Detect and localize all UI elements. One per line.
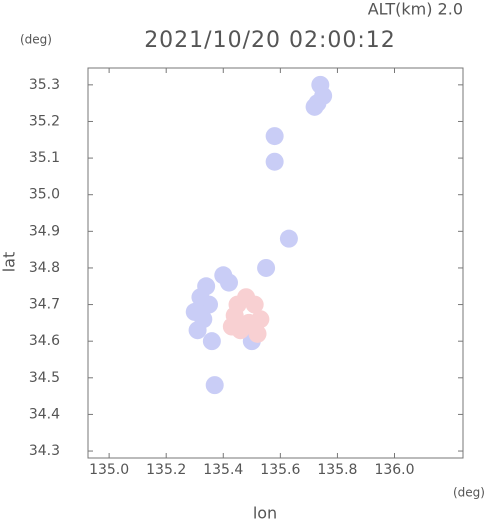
x-unit: (deg) <box>453 486 485 500</box>
echo-point <box>219 273 238 292</box>
echo-point <box>257 258 276 277</box>
echo-point <box>251 310 270 329</box>
x-axis-label: lon <box>253 504 277 522</box>
y-tick-label: 35.3 <box>29 77 60 93</box>
y-tick-label: 35.0 <box>29 187 60 203</box>
echo-point <box>311 75 330 94</box>
x-tick-label: 135.6 <box>260 462 300 478</box>
echo-point <box>205 376 224 395</box>
x-tick-label: 136.0 <box>374 462 414 478</box>
y-axis-label: lat <box>0 252 19 273</box>
echo-point <box>265 152 284 171</box>
echo-point <box>265 127 284 146</box>
y-tick-label: 34.9 <box>29 223 60 239</box>
x-tick-label: 135.0 <box>89 462 129 478</box>
echo-point <box>185 302 204 321</box>
y-tick-label: 34.7 <box>29 297 60 313</box>
y-tick-label: 35.2 <box>29 113 60 129</box>
y-unit: (deg) <box>20 33 52 47</box>
y-tick-label: 34.8 <box>29 260 60 276</box>
y-tick-label: 34.4 <box>29 406 60 422</box>
x-tick-label: 135.4 <box>203 462 243 478</box>
altitude-label: ALT(km) 2.0 <box>368 0 463 19</box>
echo-point <box>237 288 256 307</box>
x-tick-label: 135.8 <box>317 462 357 478</box>
echo-point <box>305 97 324 116</box>
echo-point <box>279 229 298 248</box>
chart-title: 2021/10/20 02:00:12 <box>144 28 396 53</box>
echo-point <box>202 332 221 351</box>
echo-point <box>225 306 244 325</box>
y-tick-label: 35.1 <box>29 150 60 166</box>
y-tick-label: 34.3 <box>29 443 60 459</box>
y-tick-label: 34.5 <box>29 370 60 386</box>
x-tick-label: 135.2 <box>146 462 186 478</box>
y-tick-label: 34.6 <box>29 333 60 349</box>
echo-point <box>248 324 267 343</box>
echo-point <box>197 277 216 296</box>
plot-frame <box>87 67 464 459</box>
